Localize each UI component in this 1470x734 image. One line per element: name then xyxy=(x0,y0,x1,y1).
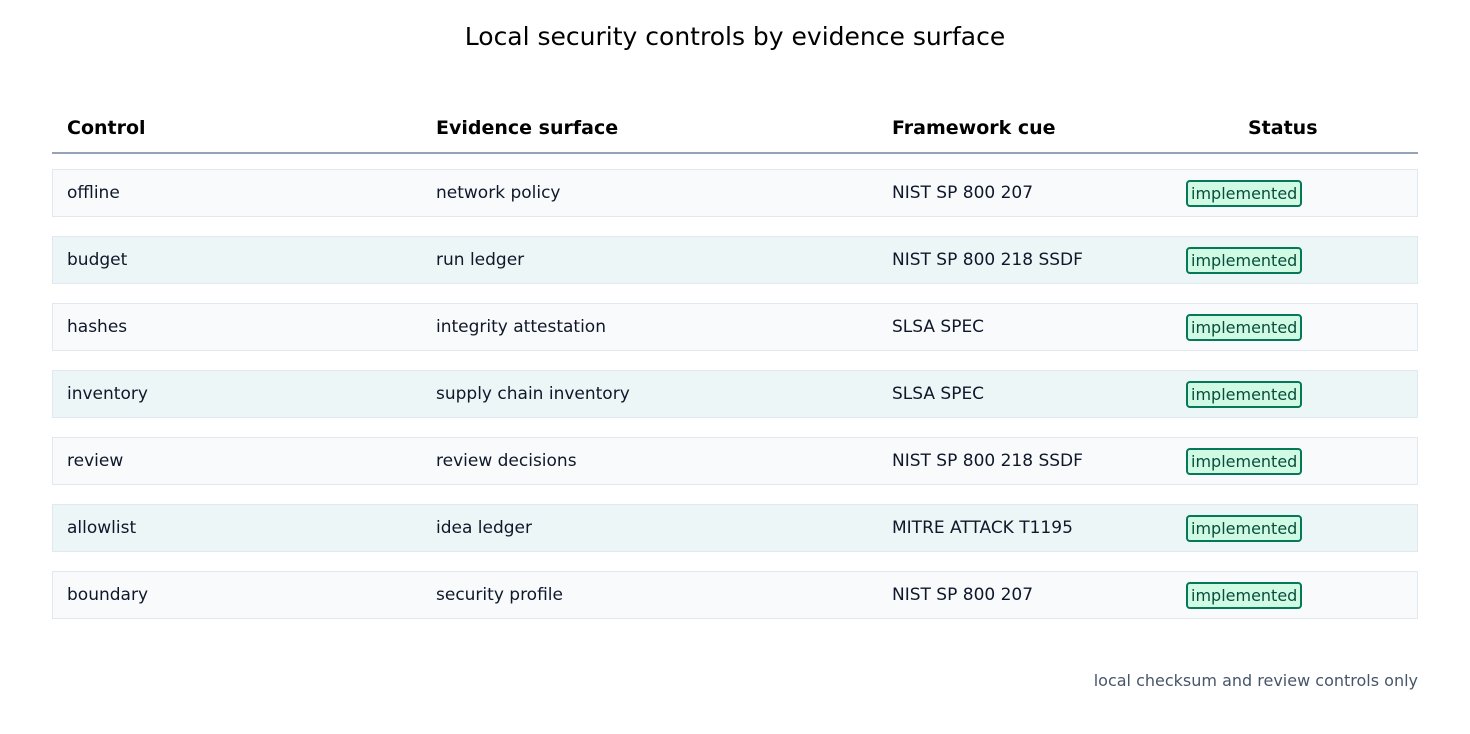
status-badge: implemented xyxy=(1186,582,1303,609)
table-row: inventory supply chain inventory SLSA SPEC… xyxy=(52,370,1418,418)
status-badge: implemented xyxy=(1186,448,1303,475)
status-badge: implemented xyxy=(1186,314,1303,341)
cell-evidence-surface: supply chain inventory xyxy=(436,384,630,404)
cell-control: budget xyxy=(67,250,128,270)
cell-framework-cue: NIST SP 800 207 xyxy=(892,585,1034,605)
cell-evidence-surface: security profile xyxy=(436,585,563,605)
cell-evidence-surface: network policy xyxy=(436,183,561,203)
status-badge: implemented xyxy=(1186,247,1303,274)
table-row: budget run ledger NIST SP 800 218 SSDF impl… xyxy=(52,236,1418,284)
cell-framework-cue: NIST SP 800 218 SSDF xyxy=(892,451,1083,471)
cell-control: allowlist xyxy=(67,518,137,538)
cell-framework-cue: NIST SP 800 218 SSDF xyxy=(892,250,1083,270)
table-row: allowlist idea ledger MITRE ATTACK T1195 im… xyxy=(52,504,1418,552)
cell-framework-cue: SLSA SPEC xyxy=(892,317,985,337)
footnote: local checksum and review controls only xyxy=(1093,671,1418,690)
table-row: hashes integrity attestation SLSA SPEC impl… xyxy=(52,303,1418,351)
status-badge: implemented xyxy=(1186,515,1303,542)
cell-control: inventory xyxy=(67,384,148,404)
cell-evidence-surface: integrity attestation xyxy=(436,317,606,337)
header-divider xyxy=(52,152,1418,154)
cell-control: hashes xyxy=(67,317,128,337)
status-badge: implemented xyxy=(1186,381,1303,408)
table-row: boundary security profile NIST SP 800 207 i… xyxy=(52,571,1418,619)
cell-framework-cue: SLSA SPEC xyxy=(892,384,985,404)
column-header-control: Control xyxy=(67,117,146,139)
cell-evidence-surface: idea ledger xyxy=(436,518,533,538)
column-header-evidence-surface: Evidence surface xyxy=(436,117,619,139)
column-header-framework-cue: Framework cue xyxy=(892,117,1056,139)
cell-control: review xyxy=(67,451,124,471)
table-row: offline network policy NIST SP 800 207 impl… xyxy=(52,169,1418,217)
table-row: review review decisions NIST SP 800 218 SS… xyxy=(52,437,1418,485)
column-header-status: Status xyxy=(1248,117,1318,139)
cell-framework-cue: MITRE ATTACK T1195 xyxy=(892,518,1073,538)
cell-evidence-surface: run ledger xyxy=(436,250,525,270)
cell-control: offline xyxy=(67,183,120,203)
cell-evidence-surface: review decisions xyxy=(436,451,577,471)
page-title: Local security controls by evidence surf… xyxy=(464,22,1006,51)
status-badge: implemented xyxy=(1186,180,1303,207)
cell-framework-cue: NIST SP 800 207 xyxy=(892,183,1034,203)
cell-control: boundary xyxy=(67,585,148,605)
